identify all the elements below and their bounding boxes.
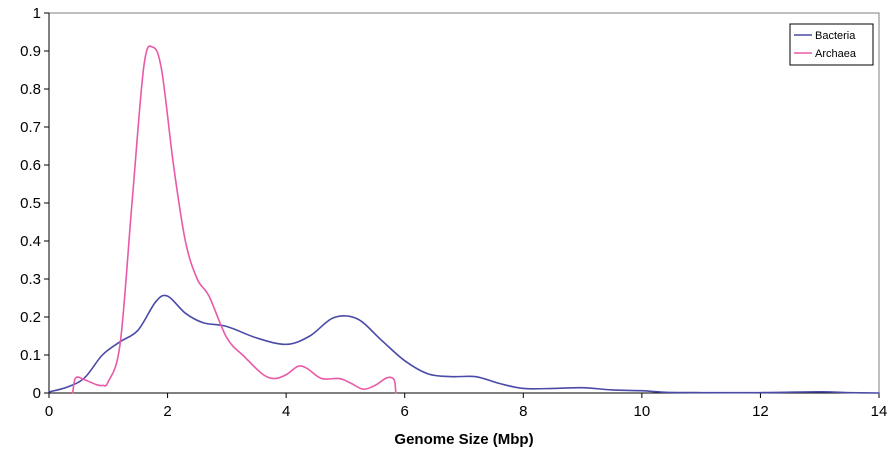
legend-label-archaea: Archaea — [815, 48, 857, 60]
y-tick-label: 0.1 — [20, 347, 41, 364]
series-group — [48, 45, 880, 394]
y-tick-label: 0.7 — [20, 119, 41, 136]
y-tick-label: 0.5 — [20, 195, 41, 212]
x-tick-label: 4 — [282, 403, 290, 420]
legend-label-bacteria: Bacteria — [815, 30, 856, 42]
series-line-bacteria — [48, 294, 880, 394]
y-tick-label: 0.8 — [20, 81, 41, 98]
legend: Bacteria Archaea — [789, 23, 874, 66]
x-axis: 0 2 4 6 8 10 12 14 — [45, 392, 888, 420]
y-tick-label: 0.4 — [20, 233, 41, 250]
plot-frame — [48, 12, 880, 394]
y-tick-label: 0.2 — [20, 309, 41, 326]
x-tick-label: 14 — [871, 403, 888, 420]
y-tick-label: 0 — [33, 385, 41, 402]
plot-area — [48, 12, 880, 394]
y-tick-label: 1 — [33, 5, 41, 22]
y-tick-label: 0.9 — [20, 43, 41, 60]
x-tick-label: 8 — [519, 403, 527, 420]
y-tick-label: 0.3 — [20, 271, 41, 288]
x-tick-label: 12 — [752, 403, 769, 420]
y-axis: 0 0.1 0.2 0.3 0.4 0.5 0.6 0.7 0.8 0.9 1 — [20, 5, 50, 402]
x-tick-label: 0 — [45, 403, 53, 420]
y-tick-label: 0.6 — [20, 157, 41, 174]
x-axis-title: Genome Size (Mbp) — [394, 431, 533, 448]
x-tick-label: 10 — [634, 403, 651, 420]
series-line-archaea — [71, 45, 397, 394]
x-tick-label: 2 — [163, 403, 171, 420]
legend-box — [789, 23, 874, 66]
x-tick-label: 6 — [401, 403, 409, 420]
